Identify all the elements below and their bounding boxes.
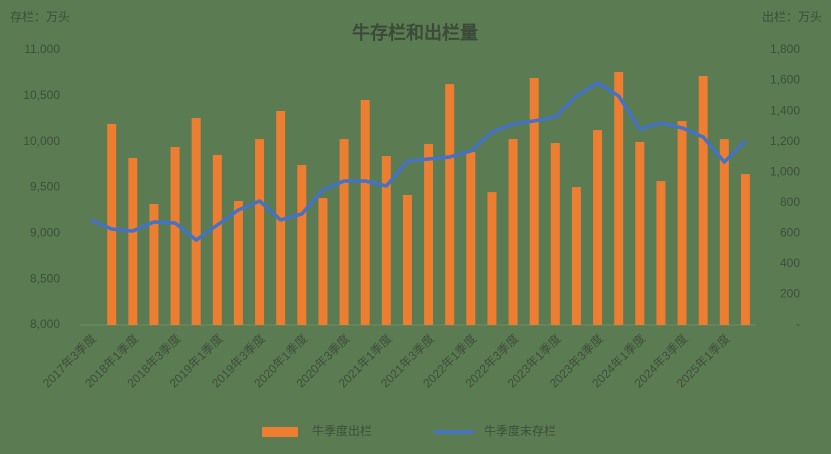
- y-tick-label: 10,000: [23, 134, 60, 148]
- bar: [297, 165, 307, 325]
- bar: [635, 141, 645, 325]
- bar: [149, 204, 159, 325]
- y2-tick-label: 1,000: [770, 164, 800, 178]
- bar: [402, 194, 412, 325]
- bar: [318, 198, 328, 325]
- bar: [233, 200, 243, 325]
- y2-tick-label: 1,800: [770, 42, 800, 56]
- y2-tick-label: 800: [780, 195, 800, 209]
- y-tick-label: 9,500: [30, 180, 60, 194]
- y-axis-title: 存栏：万头: [10, 9, 70, 24]
- y2-tick-label: 1,200: [770, 134, 800, 148]
- bar: [128, 158, 138, 325]
- bar: [698, 75, 708, 325]
- bar: [424, 143, 434, 325]
- bar: [487, 192, 497, 325]
- y-tick-label: 8,500: [30, 271, 60, 285]
- y2-tick-label: 1,400: [770, 103, 800, 117]
- bar: [529, 77, 539, 325]
- bar: [571, 187, 581, 325]
- bar: [381, 156, 391, 325]
- bar: [339, 139, 349, 325]
- bar: [466, 152, 476, 325]
- bar: [677, 121, 687, 326]
- y2-tick-label: -: [796, 317, 800, 331]
- bar: [212, 154, 222, 325]
- y-tick-label: 8,000: [30, 317, 60, 331]
- y-tick-label: 9,000: [30, 226, 60, 240]
- bar: [191, 117, 201, 325]
- bar: [508, 139, 518, 325]
- bar: [360, 99, 370, 325]
- y2-tick-label: 600: [780, 226, 800, 240]
- bar: [170, 147, 180, 325]
- chart-title: 牛存栏和出栏量: [352, 22, 478, 43]
- y2-axis-title: 出栏：万头: [762, 9, 822, 24]
- bar: [719, 139, 729, 325]
- bar: [614, 72, 624, 325]
- y-tick-label: 10,500: [23, 88, 60, 102]
- legend-swatch: [262, 427, 298, 437]
- y2-tick-label: 400: [780, 256, 800, 270]
- legend-label: 牛季度末存栏: [484, 423, 556, 438]
- y-tick-label: 11,000: [24, 42, 60, 56]
- bar: [656, 181, 666, 325]
- bar: [255, 139, 265, 325]
- bar: [550, 143, 560, 325]
- bar: [445, 84, 455, 325]
- y2-tick-label: 200: [780, 287, 800, 301]
- bar: [740, 174, 750, 325]
- bar: [593, 130, 603, 325]
- line: [89, 81, 747, 242]
- y2-tick-label: 1,600: [770, 73, 800, 87]
- legend-label: 牛季度出栏: [312, 423, 372, 438]
- bar: [107, 123, 117, 325]
